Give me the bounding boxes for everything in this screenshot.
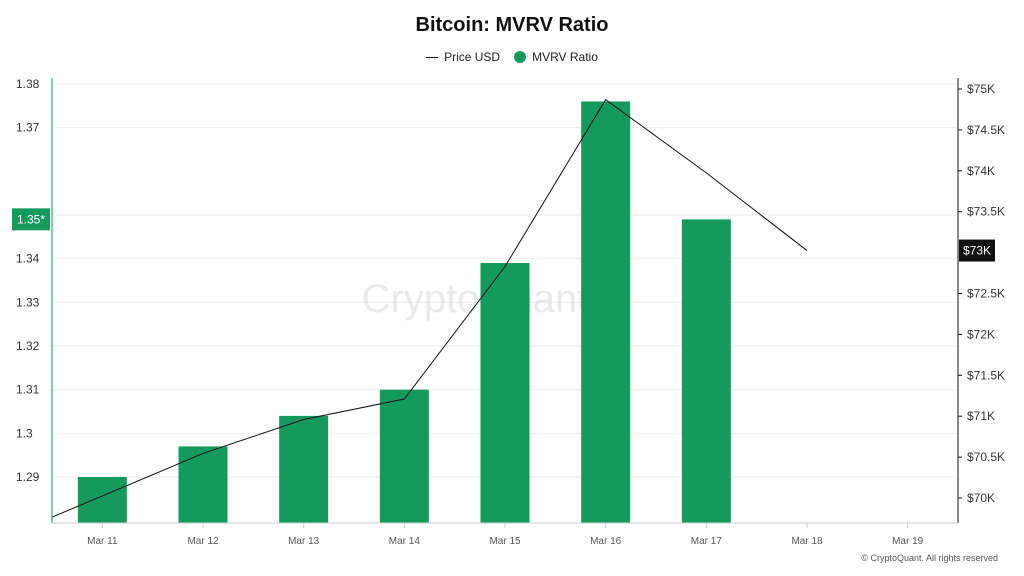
bar-mar-13 (279, 416, 328, 523)
bar-mar-17 (682, 219, 731, 523)
right-tick-label: $75K (967, 82, 995, 96)
right-tick-label: $70.5K (967, 450, 1005, 464)
right-tick-label: $74.5K (967, 123, 1005, 137)
right-tick-label: $73.5K (967, 205, 1005, 219)
right-tick-label: $72.5K (967, 287, 1005, 301)
left-tick-label: 1.29 (16, 470, 40, 484)
right-tick-label: $70K (967, 491, 995, 505)
x-tick-label: Mar 12 (187, 536, 219, 547)
x-tick-label: Mar 13 (288, 536, 320, 547)
x-tick-label: Mar 11 (87, 536, 118, 547)
left-tick-label: 1.3 (16, 426, 33, 440)
x-tick-label: Mar 19 (892, 536, 924, 547)
bar-mar-14 (380, 390, 429, 523)
right-tick-label: $71K (967, 409, 995, 423)
bar-mar-16 (581, 101, 630, 523)
right-current-label: $73K (963, 244, 991, 258)
left-tick-label: 1.34 (16, 252, 40, 266)
right-tick-label: $71.5K (967, 368, 1005, 382)
x-tick-label: Mar 14 (389, 536, 421, 547)
left-tick-label: 1.37 (16, 121, 40, 135)
x-tick-label: Mar 16 (590, 536, 622, 547)
left-tick-label: 1.32 (16, 339, 40, 353)
bar-mar-15 (481, 263, 530, 523)
copyright-text: © CryptoQuant. All rights reserved (861, 553, 998, 563)
bar-mar-11 (78, 477, 127, 523)
x-tick-label: Mar 18 (791, 536, 823, 547)
left-tick-label: 1.38 (16, 77, 40, 91)
bar-mar-12 (179, 446, 228, 523)
x-tick-label: Mar 15 (489, 536, 521, 547)
left-current-label: 1.35* (17, 212, 45, 226)
right-tick-label: $74K (967, 164, 995, 178)
x-tick-label: Mar 17 (691, 536, 723, 547)
right-tick-label: $72K (967, 327, 995, 341)
left-tick-label: 1.33 (16, 295, 40, 309)
watermark: CryptoQuant (362, 277, 589, 321)
left-tick-label: 1.31 (16, 383, 40, 397)
